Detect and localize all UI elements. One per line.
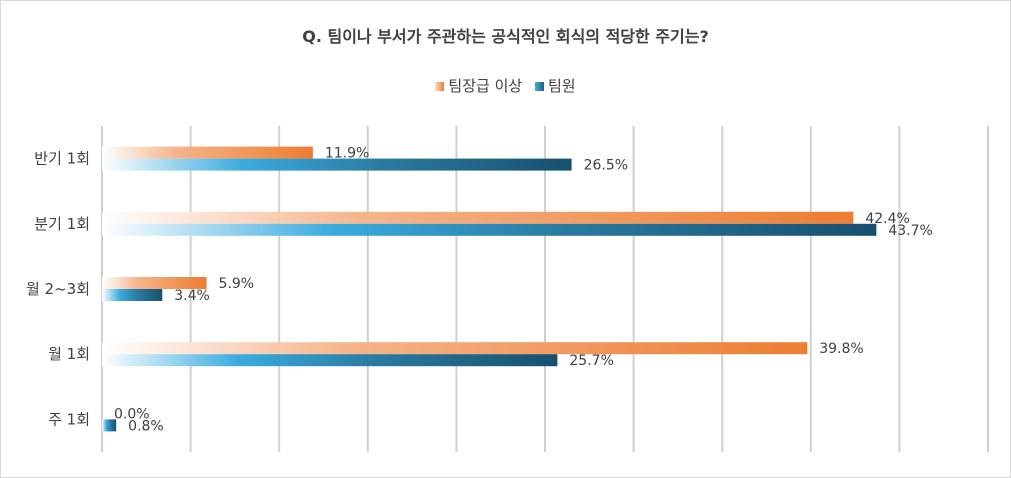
data-label: 43.7% [888,223,932,239]
bar [102,223,877,236]
legend: 팀장급 이상 팀원 [1,75,1010,96]
data-label: 25.7% [569,353,613,369]
bar [102,277,207,289]
data-label: 42.4% [865,211,909,227]
category-label: 월 2~3회 [26,280,90,298]
data-label: 26.5% [584,158,628,174]
category-label: 월 1회 [48,345,90,363]
bar [102,146,313,159]
data-label: 39.8% [819,341,863,357]
data-label: 5.9% [219,276,255,292]
category-label: 주 1회 [48,410,90,428]
category-label: 분기 1회 [34,215,90,233]
bar [102,211,854,224]
bar [102,354,558,367]
bar [102,158,572,171]
chart-title: Q. 팀이나 부서가 주관하는 공식적인 회식의 적당한 주기는? [302,27,709,46]
data-label: 0.8% [128,418,164,434]
bar [102,289,163,301]
legend-label-series-2: 팀원 [547,77,576,95]
legend-swatch-orange [435,82,445,91]
legend-entry-series-1: 팀장급 이상 [435,75,522,96]
category-label: 반기 1회 [34,150,90,168]
data-label: 3.4% [174,288,210,304]
bar [102,419,117,432]
legend-entry-series-2: 팀원 [534,75,576,96]
legend-label-series-1: 팀장급 이상 [448,77,523,95]
data-label: 11.9% [325,146,369,162]
legend-swatch-blue [534,82,544,91]
data-label: 0.0% [114,406,150,422]
bar [102,342,808,355]
